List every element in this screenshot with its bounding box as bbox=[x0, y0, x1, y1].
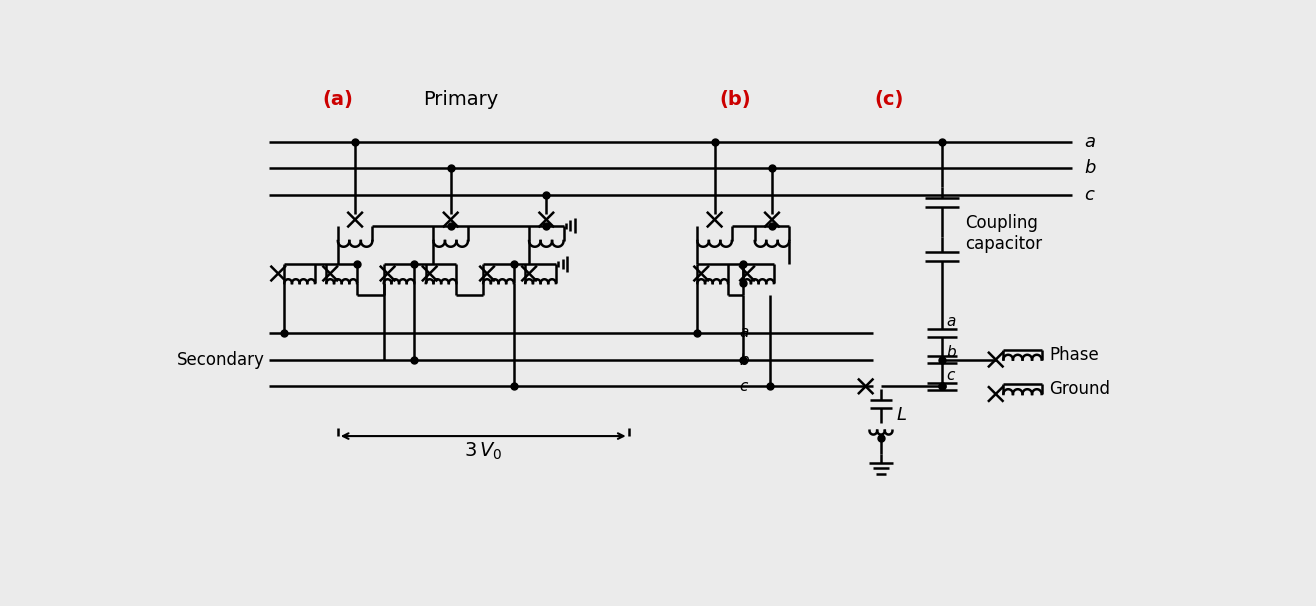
Text: $3\,V_0$: $3\,V_0$ bbox=[463, 441, 503, 462]
Text: Phase: Phase bbox=[1049, 346, 1099, 364]
Text: $c$: $c$ bbox=[1083, 186, 1095, 204]
Text: Primary: Primary bbox=[422, 90, 497, 109]
Text: $c$: $c$ bbox=[946, 367, 957, 382]
Text: Coupling
capacitor: Coupling capacitor bbox=[965, 214, 1042, 253]
Text: (a): (a) bbox=[322, 90, 353, 109]
Text: $b$: $b$ bbox=[1083, 159, 1096, 178]
Text: $b$: $b$ bbox=[946, 344, 957, 359]
Text: L: L bbox=[896, 407, 907, 424]
Text: $a$: $a$ bbox=[946, 314, 957, 329]
Text: $b$: $b$ bbox=[740, 351, 750, 368]
Text: (c): (c) bbox=[874, 90, 903, 109]
Text: (b): (b) bbox=[720, 90, 751, 109]
Text: $c$: $c$ bbox=[740, 379, 750, 394]
Text: Ground: Ground bbox=[1049, 381, 1111, 398]
Text: $a$: $a$ bbox=[1083, 133, 1095, 150]
Text: $a$: $a$ bbox=[740, 325, 750, 341]
Text: Secondary: Secondary bbox=[178, 351, 265, 368]
